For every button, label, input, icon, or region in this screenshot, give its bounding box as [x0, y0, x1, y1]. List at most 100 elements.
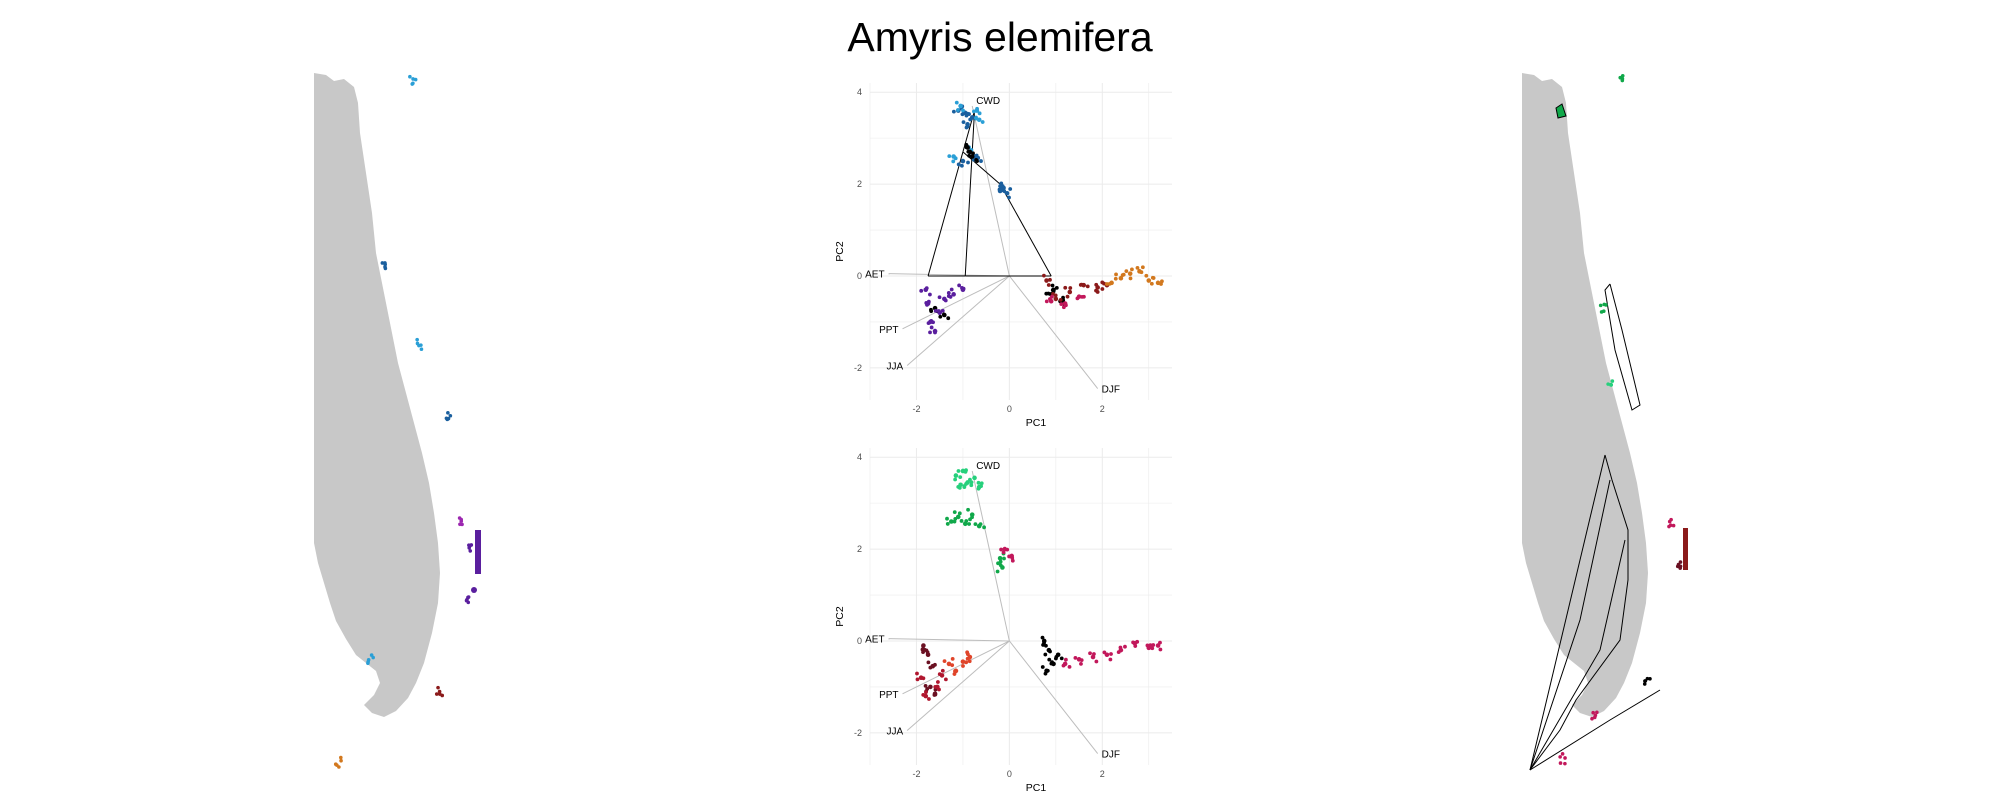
pca-bottom-panel: -2 0 2 -2 0 2 4 PC1 PC2 CWD AET PPT JJA DJF: [834, 448, 1172, 794]
data-point: [1044, 278, 1049, 283]
data-point: [1054, 286, 1059, 290]
range-hull: [1529, 539, 1626, 771]
occurrence-point: [464, 598, 469, 603]
occurrence-point: [468, 549, 473, 553]
data-point: [976, 480, 981, 485]
data-point: [959, 519, 964, 523]
data-point: [982, 525, 986, 530]
occurrence-cluster: [475, 530, 481, 574]
range-hull: [1529, 479, 1611, 771]
data-point: [925, 686, 930, 691]
occurrence-point: [1645, 676, 1650, 681]
vector-label-djf: DJF: [1102, 750, 1120, 761]
data-point: [1053, 296, 1059, 302]
data-point: [941, 312, 946, 317]
data-point: [921, 676, 926, 681]
data-point: [967, 659, 972, 664]
data-point: [921, 650, 925, 655]
data-point: [924, 648, 929, 653]
data-point: [963, 469, 968, 474]
data-point: [1118, 275, 1124, 281]
occurrence-point: [448, 413, 453, 418]
data-point: [928, 330, 932, 335]
data-point: [976, 486, 981, 491]
data-point: [974, 115, 978, 120]
data-point: [997, 555, 1003, 561]
data-point: [1092, 652, 1096, 656]
occurrence-point: [1620, 73, 1625, 78]
occurrence-point: [419, 347, 424, 352]
data-point: [925, 302, 929, 307]
data-point: [950, 656, 955, 661]
data-point: [958, 103, 963, 109]
data-point: [1004, 190, 1010, 196]
data-point: [1085, 284, 1090, 289]
data-point: [1005, 547, 1010, 552]
figure-title: Amyris elemifera: [847, 14, 1153, 60]
occurrence-point: [466, 595, 471, 599]
loading-vector: [906, 275, 1010, 366]
data-point: [943, 677, 948, 682]
data-point: [924, 690, 928, 695]
data-point: [1148, 643, 1153, 648]
data-point: [1124, 269, 1129, 273]
occurrence-point: [434, 692, 439, 696]
data-point: [940, 308, 945, 313]
range-hull: [1604, 283, 1641, 411]
occurrence-point: [419, 343, 423, 347]
data-point: [969, 483, 974, 488]
data-point: [1063, 285, 1068, 290]
occurrence-point: [366, 660, 370, 664]
loading-vector: [906, 640, 1010, 731]
occurrence-point: [1609, 382, 1613, 387]
data-point: [921, 692, 926, 697]
x-tick-label: 2: [1100, 769, 1105, 779]
data-point: [1130, 267, 1134, 272]
data-point: [1002, 556, 1006, 561]
data-point: [949, 519, 954, 524]
data-point: [947, 154, 952, 159]
data-point: [953, 477, 958, 482]
data-point: [974, 158, 979, 162]
data-point: [977, 111, 982, 116]
data-point: [946, 291, 951, 295]
data-point: [921, 644, 926, 649]
hull-edge: [927, 151, 964, 277]
occurrence-cluster: [1683, 528, 1688, 570]
data-point: [966, 160, 970, 165]
data-point: [1061, 663, 1066, 668]
data-point: [1158, 647, 1163, 652]
data-point: [933, 692, 938, 697]
data-point: [1155, 643, 1161, 648]
occurrence-point: [408, 74, 412, 79]
data-point: [923, 683, 928, 688]
data-point: [965, 652, 970, 657]
data-point: [927, 697, 931, 701]
x-tick-label: 2: [1100, 404, 1105, 414]
data-point: [998, 563, 1003, 568]
loading-vector: [888, 638, 1010, 642]
occurrence-point: [1610, 379, 1615, 383]
occurrence-point: [1599, 310, 1604, 314]
data-point: [1043, 652, 1048, 657]
occurrence-point: [1563, 756, 1567, 760]
vector-label-djf: DJF: [1102, 385, 1120, 396]
data-point: [1160, 279, 1164, 284]
data-point: [1100, 287, 1105, 291]
data-point: [953, 156, 958, 161]
data-point: [936, 309, 941, 313]
data-point: [1044, 291, 1049, 296]
occurrence-point: [1667, 519, 1672, 524]
vector-label-jja: JJA: [886, 727, 903, 738]
occurrence-point: [1558, 761, 1563, 765]
data-point: [1102, 650, 1107, 655]
data-point: [1118, 645, 1123, 650]
data-point: [940, 668, 945, 673]
data-point: [961, 108, 965, 113]
data-point: [933, 330, 937, 335]
data-point: [1042, 641, 1046, 645]
data-point: [945, 516, 949, 521]
data-point: [980, 120, 985, 124]
vector-label-ppt: PPT: [879, 325, 898, 336]
data-point: [971, 151, 975, 156]
